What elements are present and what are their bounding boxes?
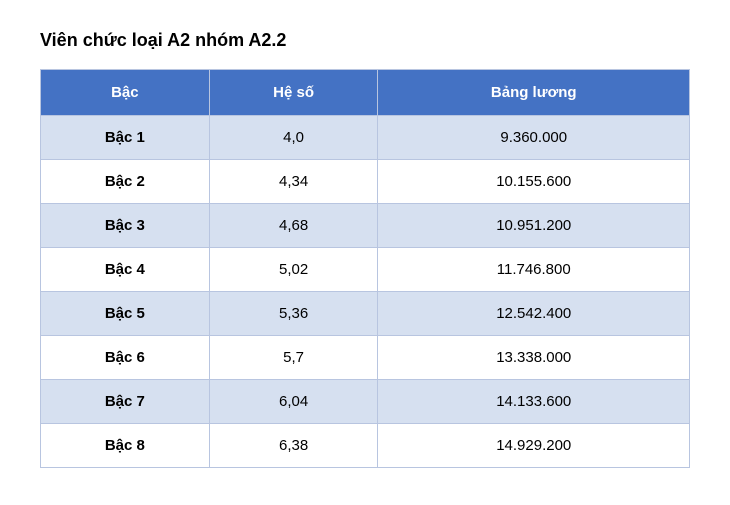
cell-coefficient: 4,68 [209, 204, 378, 248]
cell-level: Bậc 7 [41, 380, 210, 424]
cell-salary: 13.338.000 [378, 336, 690, 380]
table-row: Bậc 7 6,04 14.133.600 [41, 380, 690, 424]
cell-coefficient: 5,02 [209, 248, 378, 292]
table-row: Bậc 1 4,0 9.360.000 [41, 116, 690, 160]
table-row: Bậc 2 4,34 10.155.600 [41, 160, 690, 204]
table-row: Bậc 6 5,7 13.338.000 [41, 336, 690, 380]
cell-coefficient: 5,36 [209, 292, 378, 336]
col-header-level: Bậc [41, 70, 210, 116]
cell-salary: 9.360.000 [378, 116, 690, 160]
cell-level: Bậc 6 [41, 336, 210, 380]
table-header-row: Bậc Hệ số Bảng lương [41, 70, 690, 116]
table-row: Bậc 3 4,68 10.951.200 [41, 204, 690, 248]
cell-level: Bậc 8 [41, 424, 210, 468]
cell-coefficient: 6,38 [209, 424, 378, 468]
cell-level: Bậc 3 [41, 204, 210, 248]
cell-salary: 10.951.200 [378, 204, 690, 248]
cell-coefficient: 6,04 [209, 380, 378, 424]
salary-table: Bậc Hệ số Bảng lương Bậc 1 4,0 9.360.000… [40, 69, 690, 468]
cell-salary: 14.133.600 [378, 380, 690, 424]
cell-coefficient: 4,0 [209, 116, 378, 160]
col-header-salary: Bảng lương [378, 70, 690, 116]
cell-salary: 11.746.800 [378, 248, 690, 292]
cell-level: Bậc 1 [41, 116, 210, 160]
table-row: Bậc 5 5,36 12.542.400 [41, 292, 690, 336]
cell-level: Bậc 2 [41, 160, 210, 204]
cell-level: Bậc 4 [41, 248, 210, 292]
cell-level: Bậc 5 [41, 292, 210, 336]
cell-coefficient: 5,7 [209, 336, 378, 380]
col-header-coefficient: Hệ số [209, 70, 378, 116]
cell-salary: 12.542.400 [378, 292, 690, 336]
cell-salary: 10.155.600 [378, 160, 690, 204]
cell-salary: 14.929.200 [378, 424, 690, 468]
page-title: Viên chức loại A2 nhóm A2.2 [40, 30, 690, 51]
table-row: Bậc 8 6,38 14.929.200 [41, 424, 690, 468]
cell-coefficient: 4,34 [209, 160, 378, 204]
table-row: Bậc 4 5,02 11.746.800 [41, 248, 690, 292]
